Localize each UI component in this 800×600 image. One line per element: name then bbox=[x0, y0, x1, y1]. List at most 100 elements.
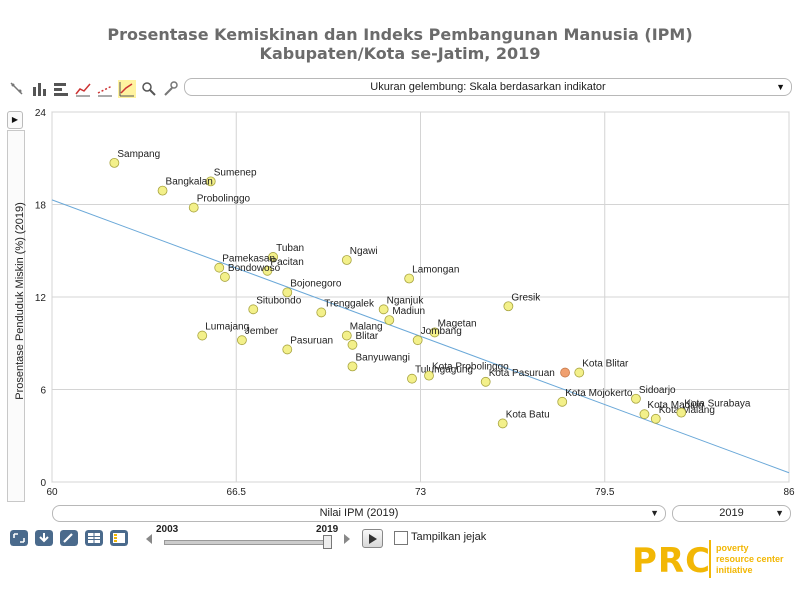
logo-tagline-line: initiative bbox=[716, 565, 753, 575]
data-label: Lamongan bbox=[412, 265, 459, 276]
logo-tagline-line: resource center bbox=[716, 554, 784, 564]
step-forward-icon[interactable] bbox=[344, 534, 350, 544]
data-label: Sumenep bbox=[214, 167, 257, 178]
scatter-icon[interactable] bbox=[8, 80, 26, 98]
data-point bbox=[157, 185, 168, 196]
data-label: Kota Surabaya bbox=[684, 399, 751, 410]
x-tick-label: 60 bbox=[46, 487, 58, 498]
data-point bbox=[650, 413, 661, 424]
data-label: Bangkalan bbox=[166, 177, 213, 188]
play-button[interactable] bbox=[362, 529, 383, 548]
trend-line-icon[interactable] bbox=[96, 80, 114, 98]
data-point bbox=[205, 176, 216, 187]
data-label: Blitar bbox=[355, 331, 378, 342]
data-point bbox=[282, 287, 293, 298]
y-axis-selector[interactable] bbox=[7, 130, 25, 502]
data-point bbox=[347, 339, 358, 350]
data-label: Kota Malang bbox=[659, 405, 715, 416]
year-select[interactable]: 2019 ▼ bbox=[672, 505, 791, 522]
data-point bbox=[341, 330, 352, 341]
horizontal-bar-icon[interactable] bbox=[52, 80, 70, 98]
data-label: Kota Mojokerto bbox=[565, 388, 633, 399]
y-tick-label: 6 bbox=[40, 386, 46, 397]
data-label: Situbondo bbox=[256, 295, 301, 306]
data-point bbox=[424, 370, 434, 381]
chevron-down-icon: ▼ bbox=[775, 508, 784, 518]
expand-sidebar-button[interactable]: ▶ bbox=[7, 111, 23, 129]
data-point bbox=[197, 330, 208, 341]
data-label: Ngawi bbox=[350, 246, 378, 257]
data-label: Magetan bbox=[438, 318, 477, 329]
data-label: Kota Batu bbox=[506, 409, 550, 420]
data-point bbox=[412, 335, 423, 346]
data-label: Madiun bbox=[392, 306, 425, 317]
data-label: Pacitan bbox=[270, 257, 303, 268]
chart-title-line-1: Prosentase Kemiskinan dan Indeks Pembang… bbox=[107, 25, 693, 44]
logo-tagline: poverty resource center initiative bbox=[716, 543, 796, 576]
chart-title-line-2: Kabupaten/Kota se-Jatim, 2019 bbox=[259, 44, 541, 63]
data-label: Kota Pasuruan bbox=[489, 368, 555, 379]
data-point bbox=[557, 396, 568, 407]
data-label: Gresik bbox=[511, 292, 541, 303]
bubble-chart-icon[interactable] bbox=[118, 80, 136, 98]
year-label: 2019 bbox=[719, 507, 744, 519]
x-axis-label: Nilai IPM (2019) bbox=[319, 507, 399, 519]
data-point bbox=[268, 252, 279, 262]
data-point bbox=[639, 409, 650, 420]
x-tick-label: 66.5 bbox=[227, 487, 247, 498]
legend-icon[interactable] bbox=[110, 530, 128, 546]
prc-logo: PRC bbox=[632, 541, 712, 581]
zoom-icon[interactable] bbox=[140, 80, 158, 98]
data-point bbox=[378, 304, 389, 315]
tools-icon[interactable] bbox=[60, 530, 78, 546]
data-label: Tuban bbox=[276, 243, 304, 254]
bar-chart-icon[interactable] bbox=[30, 80, 48, 98]
settings-icon[interactable] bbox=[162, 80, 180, 98]
y-tick-label: 24 bbox=[35, 108, 47, 119]
data-label: Bojonegoro bbox=[290, 278, 342, 289]
show-trace-checkbox[interactable] bbox=[394, 531, 408, 545]
step-back-icon[interactable] bbox=[146, 534, 152, 544]
data-point bbox=[109, 157, 120, 168]
show-trace-label: Tampilkan jejak bbox=[411, 531, 487, 543]
x-tick-label: 79.5 bbox=[595, 487, 615, 498]
data-label: Kota Blitar bbox=[582, 359, 629, 370]
data-point bbox=[384, 315, 395, 326]
data-point bbox=[341, 255, 352, 265]
data-label: Sidoarjo bbox=[639, 385, 676, 396]
x-tick-label: 86 bbox=[783, 487, 795, 498]
y-tick-label: 0 bbox=[40, 478, 46, 489]
data-label: Lumajang bbox=[205, 322, 249, 333]
bubble-size-select[interactable]: Ukuran gelembung: Skala berdasarkan indi… bbox=[184, 78, 792, 96]
line-chart-icon[interactable] bbox=[74, 80, 92, 98]
year-slider-track[interactable] bbox=[164, 540, 332, 545]
chevron-down-icon: ▼ bbox=[650, 508, 659, 518]
logo-tagline-line: poverty bbox=[716, 543, 749, 553]
logo-divider bbox=[709, 540, 711, 578]
data-point bbox=[214, 262, 225, 273]
data-point bbox=[404, 273, 415, 284]
data-label: Kota Madiun bbox=[647, 400, 703, 411]
x-axis-select[interactable]: Nilai IPM (2019) ▼ bbox=[52, 505, 666, 522]
data-label: Nganjuk bbox=[387, 295, 425, 306]
chevron-down-icon: ▼ bbox=[776, 82, 785, 92]
data-point bbox=[282, 344, 293, 355]
data-label: Sampang bbox=[117, 149, 160, 160]
bubble-size-label: Ukuran gelembung: Skala berdasarkan indi… bbox=[370, 81, 606, 93]
year-slider-thumb[interactable] bbox=[323, 535, 332, 549]
data-label: Pamekasan bbox=[222, 254, 275, 265]
data-point bbox=[316, 307, 327, 318]
data-point bbox=[407, 373, 417, 384]
fullscreen-icon[interactable] bbox=[10, 530, 28, 546]
data-point bbox=[480, 376, 491, 387]
data-point bbox=[237, 335, 247, 346]
download-icon[interactable] bbox=[35, 530, 53, 546]
data-point bbox=[188, 202, 199, 213]
data-point bbox=[503, 301, 514, 312]
data-point bbox=[631, 393, 641, 404]
x-tick-label: 73 bbox=[415, 487, 427, 498]
table-icon[interactable] bbox=[85, 530, 103, 546]
slider-start-label: 2003 bbox=[156, 524, 179, 535]
data-label: Malang bbox=[350, 322, 383, 333]
data-label: Banyuwangi bbox=[355, 352, 409, 363]
